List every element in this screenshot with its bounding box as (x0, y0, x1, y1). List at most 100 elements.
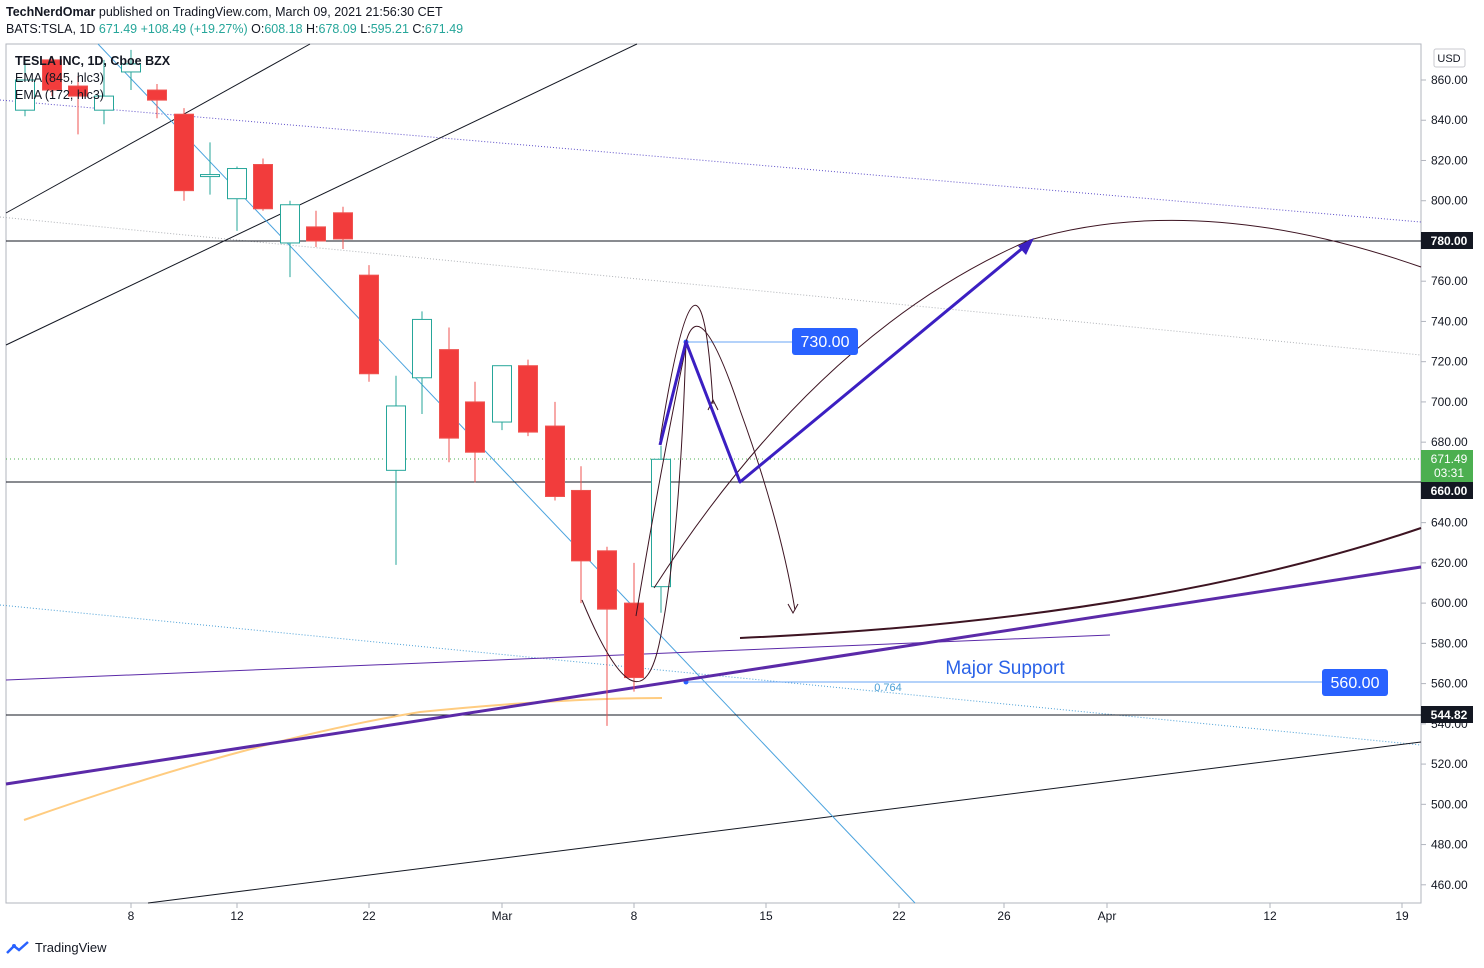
footer: TradingView (0, 930, 1484, 968)
candle-13 (359, 265, 379, 382)
candle-0 (15, 59, 35, 117)
candles (15, 49, 671, 726)
y-tick-label: 520.00 (1431, 757, 1468, 771)
projection-arrow-head (1018, 238, 1034, 255)
y-tick-label: 820.00 (1431, 153, 1468, 167)
candle-body (651, 458, 671, 588)
y-tick-label: 500.00 (1431, 797, 1468, 811)
candle-body (174, 113, 194, 192)
symbol-label: BATS:TSLA, 1D (6, 22, 96, 36)
y-tick-label: 460.00 (1431, 878, 1468, 892)
publish-line: TechNerdOmar published on TradingView.co… (6, 5, 443, 19)
candle-17 (465, 381, 485, 483)
ema-orange-line (23, 697, 663, 821)
tradingview-brand: TradingView (35, 940, 107, 955)
last-price: 671.49 (98, 22, 138, 36)
fib-label: 0.764 (874, 682, 902, 694)
price-axis[interactable]: 860.00 840.00 820.00 800.00 780.00 760.00 740.… (1421, 73, 1468, 892)
low-value: 595.21 (370, 22, 409, 36)
candle-2 (68, 75, 88, 135)
lower-dotted-channel (0, 604, 1422, 746)
candle-21 (571, 466, 591, 604)
tradingview-logo[interactable]: TradingView (6, 940, 107, 955)
candle-body (253, 164, 273, 210)
currency-label: USD (1437, 53, 1460, 65)
candle-16 (439, 327, 459, 463)
projection-curve-1 (635, 341, 688, 617)
candle-body (492, 365, 512, 423)
projection-loop (581, 325, 796, 683)
candle-body (359, 274, 379, 375)
candle-body (597, 550, 617, 610)
high-label: H: (306, 22, 319, 36)
y-tick-label: 480.00 (1431, 838, 1468, 852)
projection-curve-2 (659, 304, 714, 441)
candle-23 (624, 562, 644, 692)
candle-20 (545, 401, 565, 501)
axis-tag-780 (1421, 232, 1473, 249)
currency-badge[interactable] (1433, 48, 1466, 68)
published-text: published on TradingView.com, March 09, … (98, 5, 443, 19)
candle-body (465, 401, 485, 453)
candle-15 (412, 311, 432, 414)
candle-body (306, 226, 326, 242)
legend-ema-172[interactable]: EMA (172, hlc3) (15, 88, 104, 102)
legend-title[interactable]: TESLA INC, 1D, Cboe BZX (15, 54, 171, 68)
x-tick-label: Mar (492, 909, 513, 923)
candle-body (518, 365, 538, 433)
target-730-tag[interactable] (792, 328, 858, 355)
candle-body (412, 318, 432, 379)
candle-14 (386, 375, 406, 565)
time-axis[interactable]: 8 12 22 Mar 8 15 22 26 Apr 12 19 (128, 903, 1409, 923)
candle-body (571, 489, 591, 562)
y-tick-label: 740.00 (1431, 314, 1468, 328)
y-tick-label: 600.00 (1431, 596, 1468, 610)
candle-19 (518, 359, 538, 437)
candle-body (147, 89, 167, 101)
y-tick-label: 680.00 (1431, 435, 1468, 449)
axis-tag-54482 (1421, 706, 1473, 723)
candle-10 (280, 200, 300, 278)
y-tick-label: 720.00 (1431, 355, 1468, 369)
candle-body (386, 405, 406, 471)
y-tick-label: 700.00 (1431, 395, 1468, 409)
tradingview-icon (6, 940, 29, 954)
candle-3 (94, 59, 114, 125)
candle-18 (492, 365, 512, 431)
support-560-tag[interactable] (1322, 669, 1388, 696)
drawings (0, 43, 1422, 904)
support-560-text: 560.00 (1331, 675, 1380, 692)
candle-body (94, 95, 114, 111)
candle-1 (42, 55, 62, 97)
candle-6 (174, 108, 194, 201)
major-support-trendline (5, 565, 1422, 786)
candle-body (624, 602, 644, 679)
y-tick-label: 560.00 (1431, 677, 1468, 691)
x-tick-label: 15 (759, 909, 773, 923)
open-value: 608.18 (264, 22, 303, 36)
y-tick-label: 580.00 (1431, 636, 1468, 650)
arrow-head-small-down (787, 603, 799, 615)
candle-body (15, 79, 35, 111)
middle-dotted-line (0, 216, 1422, 356)
candle-8 (227, 166, 247, 231)
curved-support (739, 527, 1422, 639)
close-label: C: (412, 22, 425, 36)
x-tick-label: 8 (128, 909, 135, 923)
projection-drawings (581, 219, 1422, 683)
plot-area[interactable] (5, 43, 1422, 904)
y-tick-label: 620.00 (1431, 556, 1468, 570)
low-label: L: (360, 22, 371, 36)
y-tick-label: 640.00 (1431, 516, 1468, 530)
high-value: 678.09 (318, 22, 357, 36)
chart-header: TechNerdOmar published on TradingView.co… (0, 0, 1484, 44)
price-tags: 730.00 560.00 Major Support 0.764 (792, 328, 1388, 696)
legend-ema-845[interactable]: EMA (845, hlc3) (15, 71, 104, 85)
author-name[interactable]: TechNerdOmar (6, 5, 96, 19)
price-change: +108.49 (+19.27%) (140, 22, 248, 36)
axis-tag-current (1421, 450, 1473, 482)
candle-11 (306, 210, 326, 247)
y-tick-label: 840.00 (1431, 113, 1468, 127)
candle-body (200, 174, 220, 178)
